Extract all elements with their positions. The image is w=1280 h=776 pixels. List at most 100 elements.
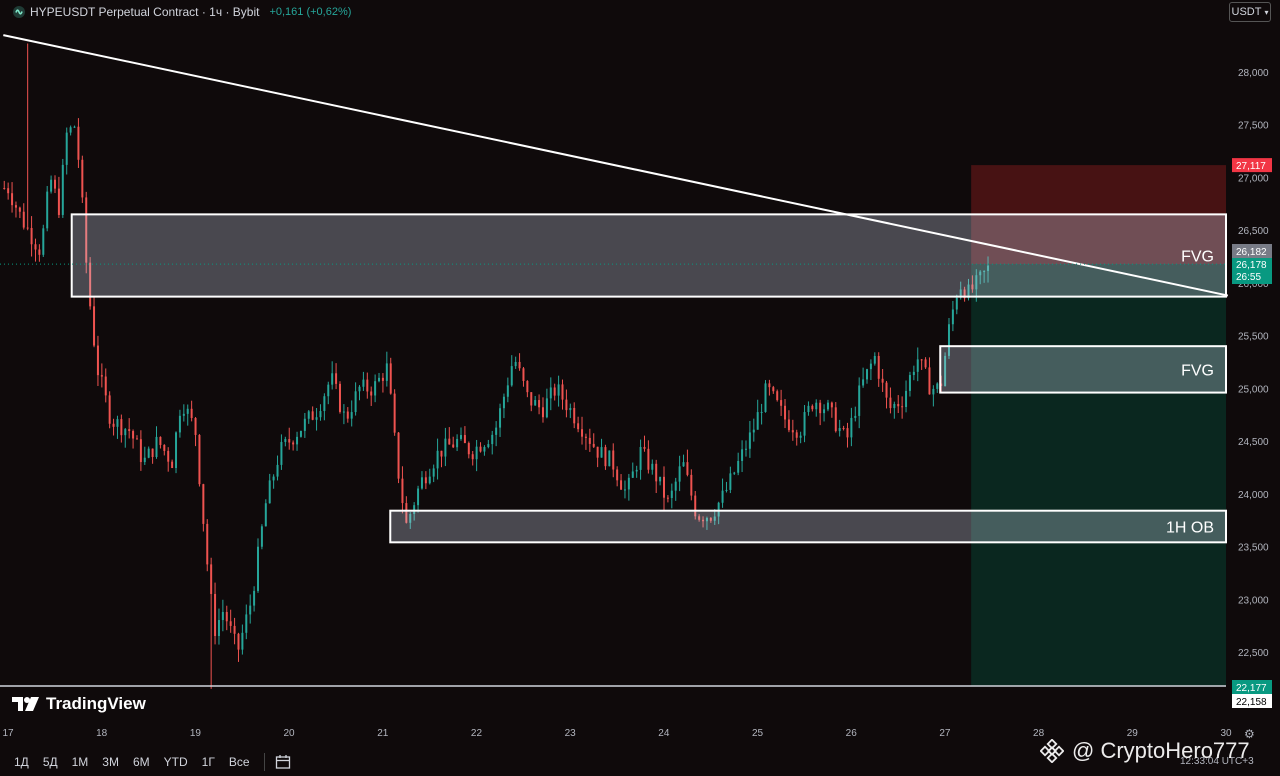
time-tick-label: 24: [658, 728, 670, 739]
chevron-down-icon: ▾: [1264, 7, 1269, 17]
candle-body: [764, 383, 767, 412]
trendline[interactable]: [3, 34, 1229, 297]
candle-body: [54, 179, 57, 189]
range-1y[interactable]: 1Г: [201, 755, 215, 769]
upper-price-badge[interactable]: 26,182: [1232, 244, 1272, 258]
candle-body: [245, 614, 248, 633]
candle-body: [253, 590, 256, 606]
range-ytd[interactable]: YTD: [163, 755, 188, 769]
candle-body: [257, 546, 260, 591]
candle-body: [592, 443, 595, 447]
candle-body: [264, 503, 267, 527]
zone-label: 1H OB: [1166, 520, 1214, 537]
range-6m[interactable]: 6М: [132, 755, 150, 769]
price-tick-label: 28,000: [1238, 68, 1269, 79]
stop-price-badge[interactable]: 22,177: [1232, 680, 1272, 694]
stop-alt-price-badge[interactable]: 22,158: [1232, 694, 1272, 708]
candle-body: [889, 397, 892, 409]
candle-body: [635, 469, 638, 472]
stop-price-badge-bg: [1232, 680, 1272, 694]
candle-body: [811, 405, 814, 410]
candle-body: [756, 412, 759, 430]
countdown-text: 26:55: [1236, 272, 1261, 283]
last-price-text: 26,178: [1236, 260, 1267, 271]
candle-body: [73, 126, 76, 128]
candle-body: [65, 132, 68, 165]
range-5d[interactable]: 5Д: [42, 755, 58, 769]
candle-body: [838, 427, 841, 432]
tradingview-logo[interactable]: TradingView: [12, 694, 146, 714]
candle-body: [944, 355, 947, 387]
range-all[interactable]: Все: [228, 755, 250, 769]
price-tick-label: 25,000: [1238, 384, 1269, 395]
candle-body: [659, 476, 662, 482]
zone-box-0[interactable]: [70, 213, 1227, 298]
candle-body: [854, 415, 857, 418]
target-price-badge-bg: [1232, 158, 1272, 173]
candle-body: [77, 126, 80, 160]
stop-zone[interactable]: [971, 264, 1226, 687]
candle-body: [96, 345, 99, 376]
candle-body: [947, 324, 950, 356]
candle-body: [530, 392, 533, 406]
candle-body: [538, 400, 541, 408]
gear-icon[interactable]: ⚙: [1244, 727, 1255, 741]
calendar-range-icon[interactable]: [275, 754, 291, 770]
candle-body: [417, 488, 420, 506]
currency-selector[interactable]: USDT ▾: [1229, 2, 1271, 22]
candle-body: [14, 205, 17, 208]
candle-body: [135, 438, 138, 440]
candle-body: [791, 430, 794, 433]
candle-body: [893, 403, 896, 409]
candle-body: [905, 390, 908, 407]
candle-body: [381, 377, 384, 381]
candle-body: [424, 477, 427, 484]
candle-body: [147, 448, 150, 458]
candle-body: [249, 605, 252, 615]
range-1m[interactable]: 1М: [71, 755, 89, 769]
candle-body: [655, 463, 658, 482]
candle-body: [276, 464, 279, 477]
candle-body: [694, 495, 697, 517]
candle-body: [795, 432, 798, 438]
candle-body: [139, 439, 142, 463]
candle-body: [768, 383, 771, 388]
candle-body: [374, 381, 377, 396]
drawings[interactable]: [0, 34, 1229, 687]
range-3m[interactable]: 3М: [102, 755, 119, 769]
candle-body: [182, 413, 185, 416]
candle-body: [534, 400, 537, 406]
range-1d[interactable]: 1Д: [14, 755, 29, 769]
candle-body: [713, 516, 716, 521]
zone-box-2[interactable]: [389, 509, 1228, 544]
candle-body: [491, 434, 494, 445]
target-price-badge[interactable]: 27,117: [1232, 158, 1272, 173]
candle-body: [471, 454, 474, 460]
zone-box-1[interactable]: [939, 345, 1227, 394]
zones[interactable]: FVG FVG 1H OB: [70, 213, 1228, 544]
candle-body: [541, 407, 544, 418]
candle-body: [604, 447, 607, 467]
candle-body: [549, 387, 552, 399]
candle-body: [842, 427, 845, 429]
candle-body: [296, 436, 299, 445]
toolbar-divider: [263, 753, 265, 771]
candle-body: [862, 379, 865, 386]
candle-body: [479, 446, 482, 452]
candle-body: [307, 411, 310, 419]
candle-body: [928, 367, 931, 395]
price-axis[interactable]: 28,000 27,500 27,000 26,500 26,000 25,500 25,0…: [1232, 68, 1272, 708]
candle-body: [752, 429, 755, 433]
time-axis[interactable]: 17 18 19 20 21 22 23 24 25 26 27 28 29 30: [2, 728, 1232, 739]
symbol-title[interactable]: HYPEUSDT Perpetual Contract · 1ч · Bybit: [30, 5, 260, 19]
candle-body: [385, 363, 388, 381]
candle-body: [721, 490, 724, 503]
candle-body: [545, 398, 548, 418]
candle-body: [826, 402, 829, 410]
candle-body: [916, 359, 919, 372]
candle-body: [979, 271, 982, 276]
candle-body: [206, 523, 209, 565]
candle-body: [807, 405, 810, 413]
